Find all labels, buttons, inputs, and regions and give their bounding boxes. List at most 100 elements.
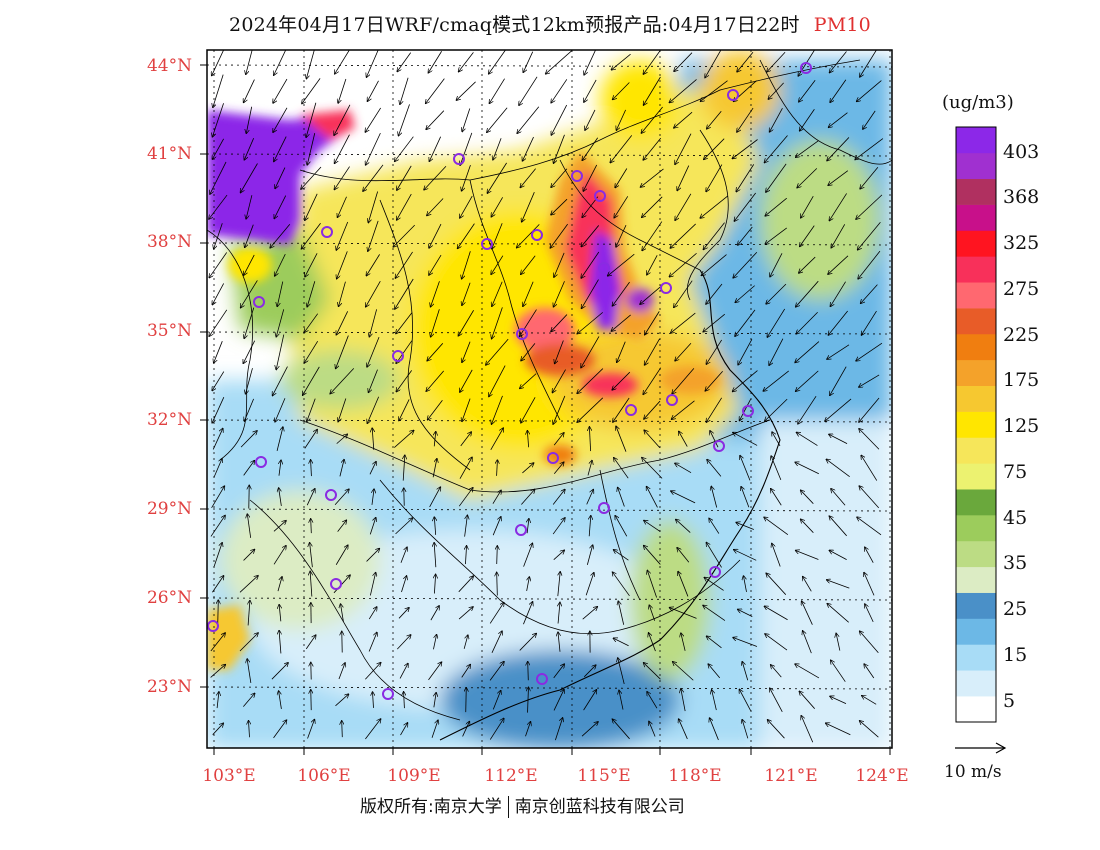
wind-arrow xyxy=(523,51,534,73)
wind-arrow xyxy=(396,370,413,391)
wind-arrow xyxy=(338,663,345,680)
wind-arrow xyxy=(679,719,688,740)
wind-arrow xyxy=(764,517,789,536)
wind-arrow xyxy=(674,111,693,128)
wind-arrow xyxy=(433,635,436,650)
wind-arrow xyxy=(465,546,466,565)
wind-arrow xyxy=(366,254,380,275)
wind-arrow xyxy=(428,51,442,73)
wind-arrow xyxy=(243,340,256,364)
wind-arrow xyxy=(553,395,566,424)
wind-arrow xyxy=(642,221,663,251)
wind-arrow xyxy=(640,283,665,304)
colorbar-label: 403 xyxy=(1003,141,1040,163)
wind-arrow xyxy=(274,50,287,75)
wind-arrow xyxy=(736,523,754,530)
wind-arrow xyxy=(491,631,502,653)
wind-arrow xyxy=(487,162,507,193)
wind-arrow xyxy=(241,280,258,307)
wind-arrow xyxy=(427,198,444,216)
wind-arrow xyxy=(553,664,565,679)
wind-arrow xyxy=(338,398,347,421)
wind-arrow xyxy=(311,519,312,534)
colorbar-label: 45 xyxy=(1003,507,1028,529)
wind-arrow xyxy=(859,486,880,509)
wind-arrow xyxy=(209,194,228,219)
wind-arrow xyxy=(582,279,599,309)
wind-arrow xyxy=(336,311,349,334)
wind-arrow xyxy=(577,312,603,333)
wind-arrow xyxy=(461,665,471,678)
wind-arrow xyxy=(310,572,312,597)
wind-arrow xyxy=(334,104,351,135)
wind-arrow xyxy=(369,518,375,535)
wind-arrow xyxy=(585,573,594,596)
wind-arrow xyxy=(861,455,878,481)
wind-arrow xyxy=(372,489,374,505)
wind-arrow xyxy=(275,398,286,421)
wind-arrow xyxy=(279,460,281,476)
wind-arrow xyxy=(614,196,629,217)
wind-arrow xyxy=(276,309,285,336)
wind-arrow xyxy=(736,164,755,191)
wind-arrow xyxy=(767,51,786,71)
wind-arrow xyxy=(394,430,413,448)
wind-arrow xyxy=(677,165,690,191)
wind-arrow xyxy=(740,456,751,481)
wind-arrow xyxy=(214,223,223,249)
wind-arrow xyxy=(827,137,850,160)
wind-scale-label: 10 m/s xyxy=(944,762,1002,782)
wind-arrow xyxy=(615,168,628,187)
wind-arrow xyxy=(212,429,223,450)
wind-arrow xyxy=(554,252,565,277)
wind-arrow xyxy=(614,550,629,561)
copyright-text: 版权所有:南京大学 xyxy=(360,797,502,817)
wind-arrow xyxy=(612,719,630,740)
wind-arrow xyxy=(342,721,343,738)
wind-arrow xyxy=(396,312,413,333)
wind-arrow xyxy=(462,282,471,306)
wind-arrow xyxy=(767,308,786,337)
wind-arrow xyxy=(307,281,316,306)
wind-arrow xyxy=(431,720,438,738)
wind-arrow xyxy=(209,309,228,336)
wind-arrow xyxy=(368,607,377,620)
wind-arrow xyxy=(337,196,347,217)
wind-arrow xyxy=(429,223,442,248)
wind-vectors xyxy=(209,50,884,743)
wind-arrow xyxy=(583,665,595,678)
colorbar-swatch xyxy=(956,178,996,205)
wind-arrow xyxy=(733,251,758,278)
wind-arrow xyxy=(644,663,661,680)
wind-arrow xyxy=(830,696,847,705)
wind-arrow xyxy=(857,517,882,536)
wind-arrow xyxy=(459,457,472,479)
colorbar-swatch xyxy=(956,463,996,490)
wind-arrow xyxy=(336,335,349,369)
wind-arrow xyxy=(858,250,881,279)
wind-arrow xyxy=(558,572,560,597)
wind-arrow xyxy=(860,50,877,77)
wind-arrow xyxy=(339,281,346,307)
wind-arrow xyxy=(305,193,318,220)
wind-arrow xyxy=(796,370,819,391)
wind-arrow xyxy=(859,429,880,450)
wind-arrow xyxy=(742,662,749,681)
wind-arrow xyxy=(672,400,695,419)
wind-arrow xyxy=(363,164,384,191)
wind-arrow xyxy=(612,371,631,390)
wind-arrow xyxy=(400,547,407,563)
wind-arrow xyxy=(644,76,661,105)
wind-arrow xyxy=(558,602,560,624)
wind-arrow xyxy=(554,134,565,163)
wind-arrow xyxy=(335,545,348,565)
wind-arrow xyxy=(492,223,503,248)
monitoring-sites xyxy=(207,62,812,700)
wind-arrow xyxy=(555,718,562,741)
wind-arrow xyxy=(305,635,315,650)
wind-arrow xyxy=(246,106,253,134)
wind-arrow xyxy=(275,167,286,189)
wind-arrow xyxy=(244,398,254,421)
wind-arrow xyxy=(856,342,883,361)
wind-arrow xyxy=(647,571,658,598)
